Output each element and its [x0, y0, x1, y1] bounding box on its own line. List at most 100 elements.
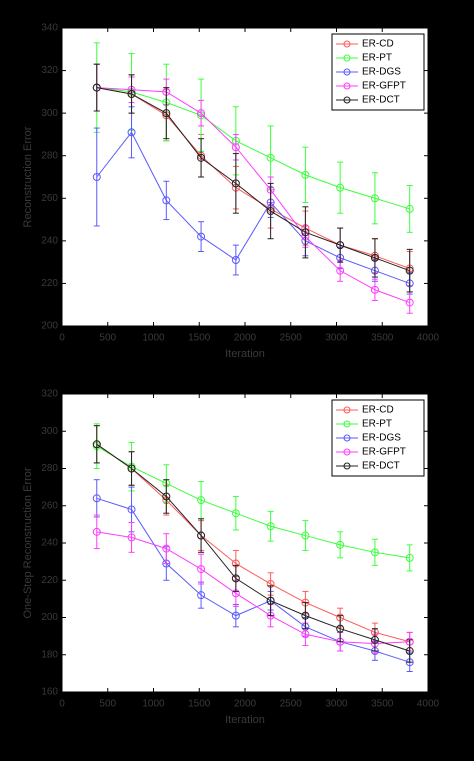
error-bar — [198, 221, 205, 252]
series-line — [96, 443, 410, 652]
error-bar — [302, 520, 309, 551]
y-tick-label: 220 — [41, 575, 58, 586]
legend-marker — [343, 434, 351, 442]
marker — [197, 591, 206, 600]
error-bar — [93, 63, 100, 112]
marker — [197, 531, 206, 540]
error-bar — [371, 172, 378, 225]
x-tick-label: 3500 — [371, 699, 394, 710]
marker — [92, 83, 101, 92]
x-tick-label: 500 — [99, 333, 116, 344]
legend-label: ER-CD — [362, 405, 394, 416]
y-tick-label: 340 — [41, 23, 58, 34]
marker — [162, 492, 171, 501]
legend-label: ER-DGS — [362, 67, 401, 78]
legend: ER-CD ER-PT ER-DGS ER-GFPT ER-DCT — [331, 33, 425, 111]
legend-label: ER-CD — [362, 39, 394, 50]
series-line — [96, 87, 410, 304]
marker — [162, 109, 171, 118]
legend-marker — [343, 82, 351, 90]
marker — [336, 183, 345, 192]
x-tick-label: 3500 — [371, 333, 394, 344]
x-tick-label: 0 — [59, 333, 65, 344]
marker — [127, 505, 136, 514]
marker — [336, 624, 345, 633]
marker — [92, 440, 101, 449]
chart: 0 500 1000 1500 2000 2500 3000 3500 4000 160 180 20… — [22, 389, 440, 726]
error-bar — [128, 451, 135, 486]
error-bar — [371, 278, 378, 301]
x-tick-label: 4000 — [417, 333, 440, 344]
error-bar — [267, 182, 274, 240]
series-line — [96, 131, 410, 284]
error-bar — [93, 127, 100, 227]
marker — [301, 611, 310, 620]
legend-label: ER-PT — [362, 53, 392, 64]
marker — [266, 596, 275, 605]
legend-marker — [343, 462, 351, 470]
marker — [197, 232, 206, 241]
legend-label: ER-GFPT — [362, 81, 406, 92]
legend-marker — [343, 420, 351, 428]
marker — [231, 611, 240, 620]
series-line — [96, 531, 410, 645]
error-bar — [406, 544, 413, 572]
x-tick-label: 1500 — [188, 333, 211, 344]
series-line — [96, 87, 410, 269]
marker — [266, 207, 275, 216]
series — [92, 425, 414, 663]
marker — [405, 266, 414, 275]
series-line — [96, 443, 410, 643]
legend-marker — [343, 68, 351, 76]
x-tick-label: 3000 — [325, 333, 348, 344]
error-bar — [406, 639, 413, 663]
y-tick-label: 180 — [41, 649, 58, 660]
marker — [266, 522, 275, 531]
y-tick-label: 200 — [41, 321, 58, 332]
error-bar — [128, 74, 135, 114]
legend-label: ER-GFPT — [362, 447, 406, 458]
error-bar — [163, 479, 170, 514]
x-tick-label: 0 — [59, 699, 65, 710]
error-bar — [198, 138, 205, 178]
legend-marker — [343, 406, 351, 414]
marker — [336, 540, 345, 549]
legend-label: ER-DGS — [362, 433, 401, 444]
error-bar — [93, 514, 100, 550]
x-axis-label: Iteration — [225, 714, 265, 726]
error-bar — [302, 206, 309, 259]
legend-marker — [343, 448, 351, 456]
error-bar — [128, 522, 135, 553]
marker — [266, 153, 275, 162]
y-tick-label: 280 — [41, 150, 58, 161]
error-bar — [232, 495, 239, 531]
y-tick-label: 220 — [41, 278, 58, 289]
marker — [301, 228, 310, 237]
y-tick-label: 260 — [41, 193, 58, 204]
y-tick-label: 160 — [41, 687, 58, 698]
legend-label: ER-PT — [362, 419, 392, 430]
marker — [370, 253, 379, 262]
error-bar — [371, 628, 378, 652]
error-bar — [267, 510, 274, 542]
series-line — [96, 87, 410, 272]
marker — [162, 544, 171, 553]
marker — [301, 630, 310, 639]
marker — [336, 266, 345, 275]
legend-marker — [343, 96, 351, 104]
error-bar — [163, 180, 170, 221]
legend-label: ER-DCT — [362, 461, 400, 472]
error-bar — [232, 244, 239, 276]
marker — [405, 204, 414, 213]
x-tick-label: 2500 — [280, 699, 303, 710]
marker — [197, 496, 206, 505]
y-tick-label: 280 — [41, 463, 58, 474]
marker — [162, 196, 171, 205]
marker — [370, 548, 379, 557]
series-line — [96, 497, 410, 663]
x-tick-label: 1500 — [188, 699, 211, 710]
marker — [405, 553, 414, 562]
series-line — [96, 445, 410, 559]
error-bar — [371, 538, 378, 566]
